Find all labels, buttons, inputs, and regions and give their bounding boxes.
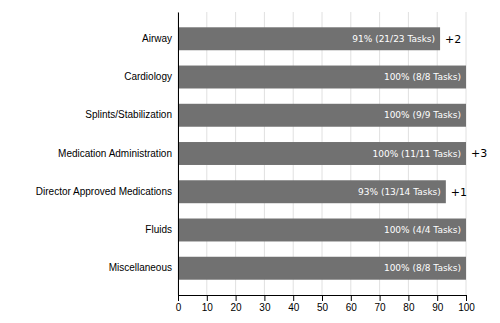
x-tick: 40 <box>288 295 300 313</box>
x-tick-label: 90 <box>432 302 444 313</box>
y-tick-label: Miscellaneous <box>109 262 172 273</box>
x-tick-mark <box>437 295 438 301</box>
y-tick-label: Medication Administration <box>58 148 172 159</box>
x-tick-label: 10 <box>202 302 214 313</box>
x-tick-mark <box>264 295 265 301</box>
y-tick: Airway <box>142 33 178 44</box>
x-tick: 70 <box>375 295 387 313</box>
data-label: 100% (9/9 Tasks) <box>384 110 461 120</box>
x-tick: 10 <box>202 295 214 313</box>
x-tick: 0 <box>176 295 182 313</box>
data-label: 100% (11/11 Tasks) <box>372 149 461 159</box>
grid <box>178 12 466 295</box>
bar <box>178 66 466 89</box>
x-tick-label: 60 <box>346 302 358 313</box>
y-tick-label: Director Approved Medications <box>36 186 172 197</box>
y-tick: Fluids <box>145 224 178 235</box>
x-tick-mark <box>207 295 208 301</box>
grid-line <box>178 12 179 295</box>
y-tick: Medication Administration <box>58 148 178 159</box>
x-tick: 60 <box>346 295 358 313</box>
data-label: 91% (21/23 Tasks) <box>352 34 435 44</box>
bar <box>178 219 466 242</box>
x-tick-mark <box>293 295 294 301</box>
x-tick-label: 20 <box>231 302 243 313</box>
data-labels: 91% (21/23 Tasks) 100% (8/8 Tasks) 100% (9… <box>352 34 461 273</box>
annotations: +2 +3 +1 <box>445 33 487 199</box>
x-tick-label: 30 <box>259 302 271 313</box>
x-tick-mark <box>466 295 467 301</box>
x-tick: 80 <box>403 295 415 313</box>
data-label: 100% (4/4 Tasks) <box>384 225 461 235</box>
x-tick: 100 <box>458 295 475 313</box>
annotation: +2 <box>445 33 461 46</box>
y-axis: Airway Cardiology Splints/Stabilization Med… <box>36 13 179 296</box>
x-tick: 30 <box>259 295 271 313</box>
x-tick-label: 80 <box>403 302 415 313</box>
y-tick: Cardiology <box>124 71 178 82</box>
data-label: 100% (8/8 Tasks) <box>384 72 461 82</box>
x-axis: 0 10 20 30 40 50 60 70 80 90 100 <box>176 295 476 313</box>
x-tick-mark <box>236 295 237 301</box>
bar <box>178 27 440 50</box>
y-tick: Director Approved Medications <box>36 186 178 197</box>
x-tick-mark <box>380 295 381 301</box>
y-tick-label: Cardiology <box>124 71 172 82</box>
bar <box>178 142 466 165</box>
x-tick-label: 40 <box>288 302 300 313</box>
bars <box>178 27 466 279</box>
x-tick-mark <box>322 295 323 301</box>
x-tick-mark <box>408 295 409 301</box>
x-axis-line <box>179 296 467 302</box>
x-tick: 50 <box>317 295 329 313</box>
y-tick: Splints/Stabilization <box>85 109 178 120</box>
y-axis-line <box>178 13 179 296</box>
x-tick-mark <box>178 295 179 301</box>
x-tick-mark <box>351 295 352 301</box>
x-tick: 90 <box>432 295 444 313</box>
bar <box>178 257 466 280</box>
y-tick-label: Airway <box>142 33 172 44</box>
bar <box>178 180 446 203</box>
plot-area: 0 10 20 30 40 50 60 70 80 90 100 Airway Cardiology Sp… <box>36 12 487 313</box>
chart: 0 10 20 30 40 50 60 70 80 90 100 Airway Cardiology Sp… <box>0 0 500 323</box>
y-tick-label: Fluids <box>145 224 172 235</box>
bar <box>178 104 466 127</box>
y-tick-label: Splints/Stabilization <box>85 109 172 120</box>
annotation: +3 <box>471 147 487 160</box>
x-tick-label: 0 <box>176 302 182 313</box>
data-label: 93% (13/14 Tasks) <box>358 187 441 197</box>
annotation: +1 <box>451 186 467 199</box>
y-tick: Miscellaneous <box>109 262 178 273</box>
x-tick: 20 <box>231 295 243 313</box>
x-tick-label: 100 <box>458 302 475 313</box>
x-tick-label: 50 <box>317 302 329 313</box>
data-label: 100% (8/8 Tasks) <box>384 263 461 273</box>
x-tick-label: 70 <box>375 302 387 313</box>
